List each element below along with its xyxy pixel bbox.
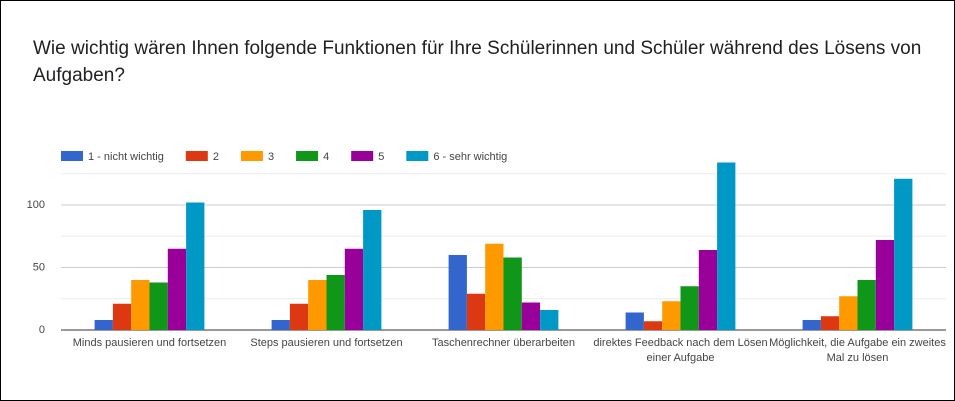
y-tick-label: 50 (33, 261, 45, 273)
bar (717, 162, 736, 330)
legend-swatch (185, 151, 208, 161)
legend-label: 2 (213, 151, 219, 163)
bar (112, 303, 132, 330)
bar (503, 257, 522, 330)
legend-label: 5 (378, 151, 384, 163)
legend-label: 6 - sehr wichtig (433, 151, 507, 163)
bar (875, 240, 895, 330)
bar (839, 296, 858, 330)
legend-swatch (240, 151, 263, 161)
bar (448, 255, 467, 330)
bar (167, 248, 187, 330)
legend-swatch (351, 151, 374, 161)
legend-label: 4 (323, 151, 329, 163)
bar (271, 320, 290, 330)
bar (131, 280, 150, 330)
bar (466, 293, 486, 330)
bar (289, 303, 309, 330)
bar (698, 250, 718, 330)
legend-swatch (296, 151, 319, 161)
bar (662, 301, 681, 330)
legend-label: 1 - nicht wichtig (88, 151, 164, 163)
x-tick-label-box: Möglichkeit, die Aufgabe ein zweites Mal… (769, 337, 946, 364)
x-tick-label-box: Steps pausieren und fortsetzen (250, 337, 403, 349)
bar (802, 320, 821, 330)
bar (94, 320, 113, 330)
x-tick-label: Steps pausieren und fortsetzen (250, 337, 403, 349)
legend-swatch (61, 151, 83, 161)
x-tick-label-box: direktes Feedback nach dem Lösen einer A… (593, 337, 768, 364)
x-tick-label-box: Minds pausieren und fortsetzen (72, 337, 227, 349)
chart-title: Wie wichtig wären Ihnen folgende Funktio… (33, 38, 922, 86)
x-tick-label: Minds pausieren und fortsetzen (72, 337, 227, 349)
bar (857, 280, 876, 330)
bar (894, 178, 913, 330)
x-tick-label: direktes Feedback nach dem Lösen einer A… (593, 337, 768, 364)
x-tick-label-box: Taschenrechner überarbeiten (431, 337, 576, 349)
bar (540, 310, 559, 330)
bar (149, 282, 168, 330)
y-tick-label: 0 (39, 324, 45, 336)
bar (680, 286, 699, 330)
bar (521, 302, 541, 330)
bar (485, 243, 504, 330)
x-tick-label: Möglichkeit, die Aufgabe ein zweites Mal… (769, 337, 946, 364)
y-tick-label: 100 (27, 199, 45, 211)
x-tick-label: Taschenrechner überarbeiten (431, 337, 576, 349)
bar (326, 275, 345, 330)
bar (308, 280, 327, 330)
bar (186, 202, 205, 330)
legend-swatch (406, 151, 429, 161)
bar (363, 210, 382, 330)
bar (625, 312, 644, 330)
bar (643, 321, 663, 330)
bar (820, 316, 840, 330)
bar (344, 248, 364, 330)
legend-label: 3 (268, 151, 274, 163)
